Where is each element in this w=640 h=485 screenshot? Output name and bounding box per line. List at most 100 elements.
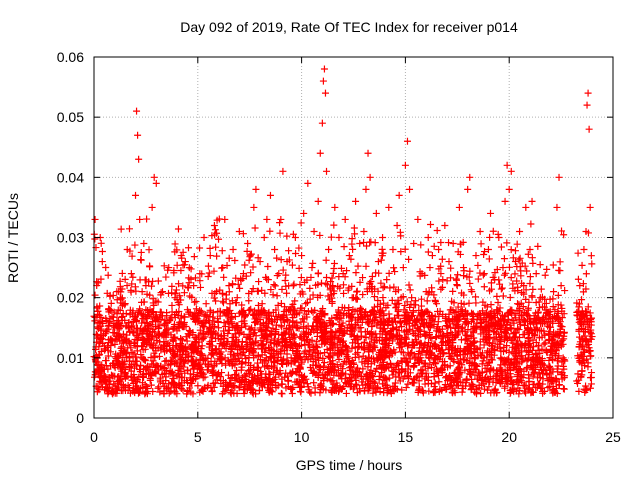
data-point — [133, 362, 141, 370]
data-point — [401, 161, 409, 169]
data-point — [324, 292, 332, 300]
data-point — [481, 248, 489, 256]
data-point — [343, 346, 351, 354]
data-point — [96, 339, 104, 347]
data-point — [238, 324, 246, 332]
data-point — [544, 318, 552, 326]
data-point — [532, 356, 540, 364]
data-point — [179, 261, 187, 269]
data-point — [120, 383, 128, 391]
data-point — [584, 229, 592, 237]
data-point — [127, 286, 135, 294]
data-point — [320, 65, 328, 73]
data-point — [195, 338, 203, 346]
data-point — [543, 265, 551, 273]
data-point — [133, 386, 141, 394]
data-point — [438, 358, 446, 366]
data-point — [481, 364, 489, 372]
data-point — [428, 252, 436, 260]
data-point — [187, 265, 195, 273]
data-point — [396, 377, 404, 385]
data-point — [478, 349, 486, 357]
data-point — [139, 327, 147, 335]
data-point — [449, 240, 457, 248]
data-point — [426, 334, 434, 342]
data-point — [412, 301, 420, 309]
data-point — [434, 353, 442, 361]
data-point — [403, 137, 411, 145]
data-point — [404, 330, 412, 338]
x-tick-label: 20 — [501, 429, 517, 445]
data-point — [485, 340, 493, 348]
data-point — [247, 305, 255, 313]
data-point — [523, 363, 531, 371]
data-point — [383, 276, 391, 284]
data-point — [182, 333, 190, 341]
data-point — [160, 320, 168, 328]
data-point — [110, 308, 118, 316]
data-point — [431, 313, 439, 321]
data-point — [342, 343, 350, 351]
data-point — [264, 262, 272, 270]
data-point — [506, 389, 514, 397]
data-point — [486, 373, 494, 381]
data-point — [301, 355, 309, 363]
data-point — [497, 243, 505, 251]
data-point — [439, 346, 447, 354]
data-point — [145, 311, 153, 319]
data-point — [574, 275, 582, 283]
data-point — [482, 336, 490, 344]
data-point — [534, 242, 542, 250]
data-point — [240, 317, 248, 325]
data-point — [445, 239, 453, 247]
data-point — [560, 332, 568, 340]
data-point — [341, 327, 349, 335]
data-point — [404, 365, 412, 373]
data-point — [363, 242, 371, 250]
data-point — [113, 378, 121, 386]
data-point — [515, 378, 523, 386]
data-point — [345, 252, 353, 260]
data-point — [437, 238, 445, 246]
data-point — [236, 284, 244, 292]
data-point — [588, 260, 596, 268]
data-point — [192, 356, 200, 364]
data-point — [549, 303, 557, 311]
data-point — [370, 342, 378, 350]
data-point — [290, 280, 298, 288]
data-point — [289, 230, 297, 238]
data-point — [379, 284, 387, 292]
data-point — [104, 325, 112, 333]
data-point — [377, 346, 385, 354]
data-point — [181, 258, 189, 266]
data-point — [303, 336, 311, 344]
data-point — [188, 353, 196, 361]
data-point — [586, 347, 594, 355]
data-point — [143, 340, 151, 348]
data-point — [393, 332, 401, 340]
data-point — [310, 379, 318, 387]
data-point — [493, 265, 501, 273]
data-point — [397, 357, 405, 365]
data-point — [258, 383, 266, 391]
data-point — [191, 274, 199, 282]
data-point — [424, 342, 432, 350]
data-point — [103, 289, 111, 297]
data-point — [505, 185, 513, 193]
data-point — [151, 314, 159, 322]
data-point — [209, 366, 217, 374]
data-point — [362, 333, 370, 341]
data-point — [550, 388, 558, 396]
data-point — [179, 386, 187, 394]
data-point — [219, 340, 227, 348]
data-point — [228, 314, 236, 322]
data-point — [413, 372, 421, 380]
data-point — [525, 340, 533, 348]
data-point — [279, 360, 287, 368]
data-point — [440, 384, 448, 392]
data-point — [579, 280, 587, 288]
data-point — [184, 367, 192, 375]
data-point — [225, 254, 233, 262]
data-point — [587, 380, 595, 388]
data-point — [466, 345, 474, 353]
